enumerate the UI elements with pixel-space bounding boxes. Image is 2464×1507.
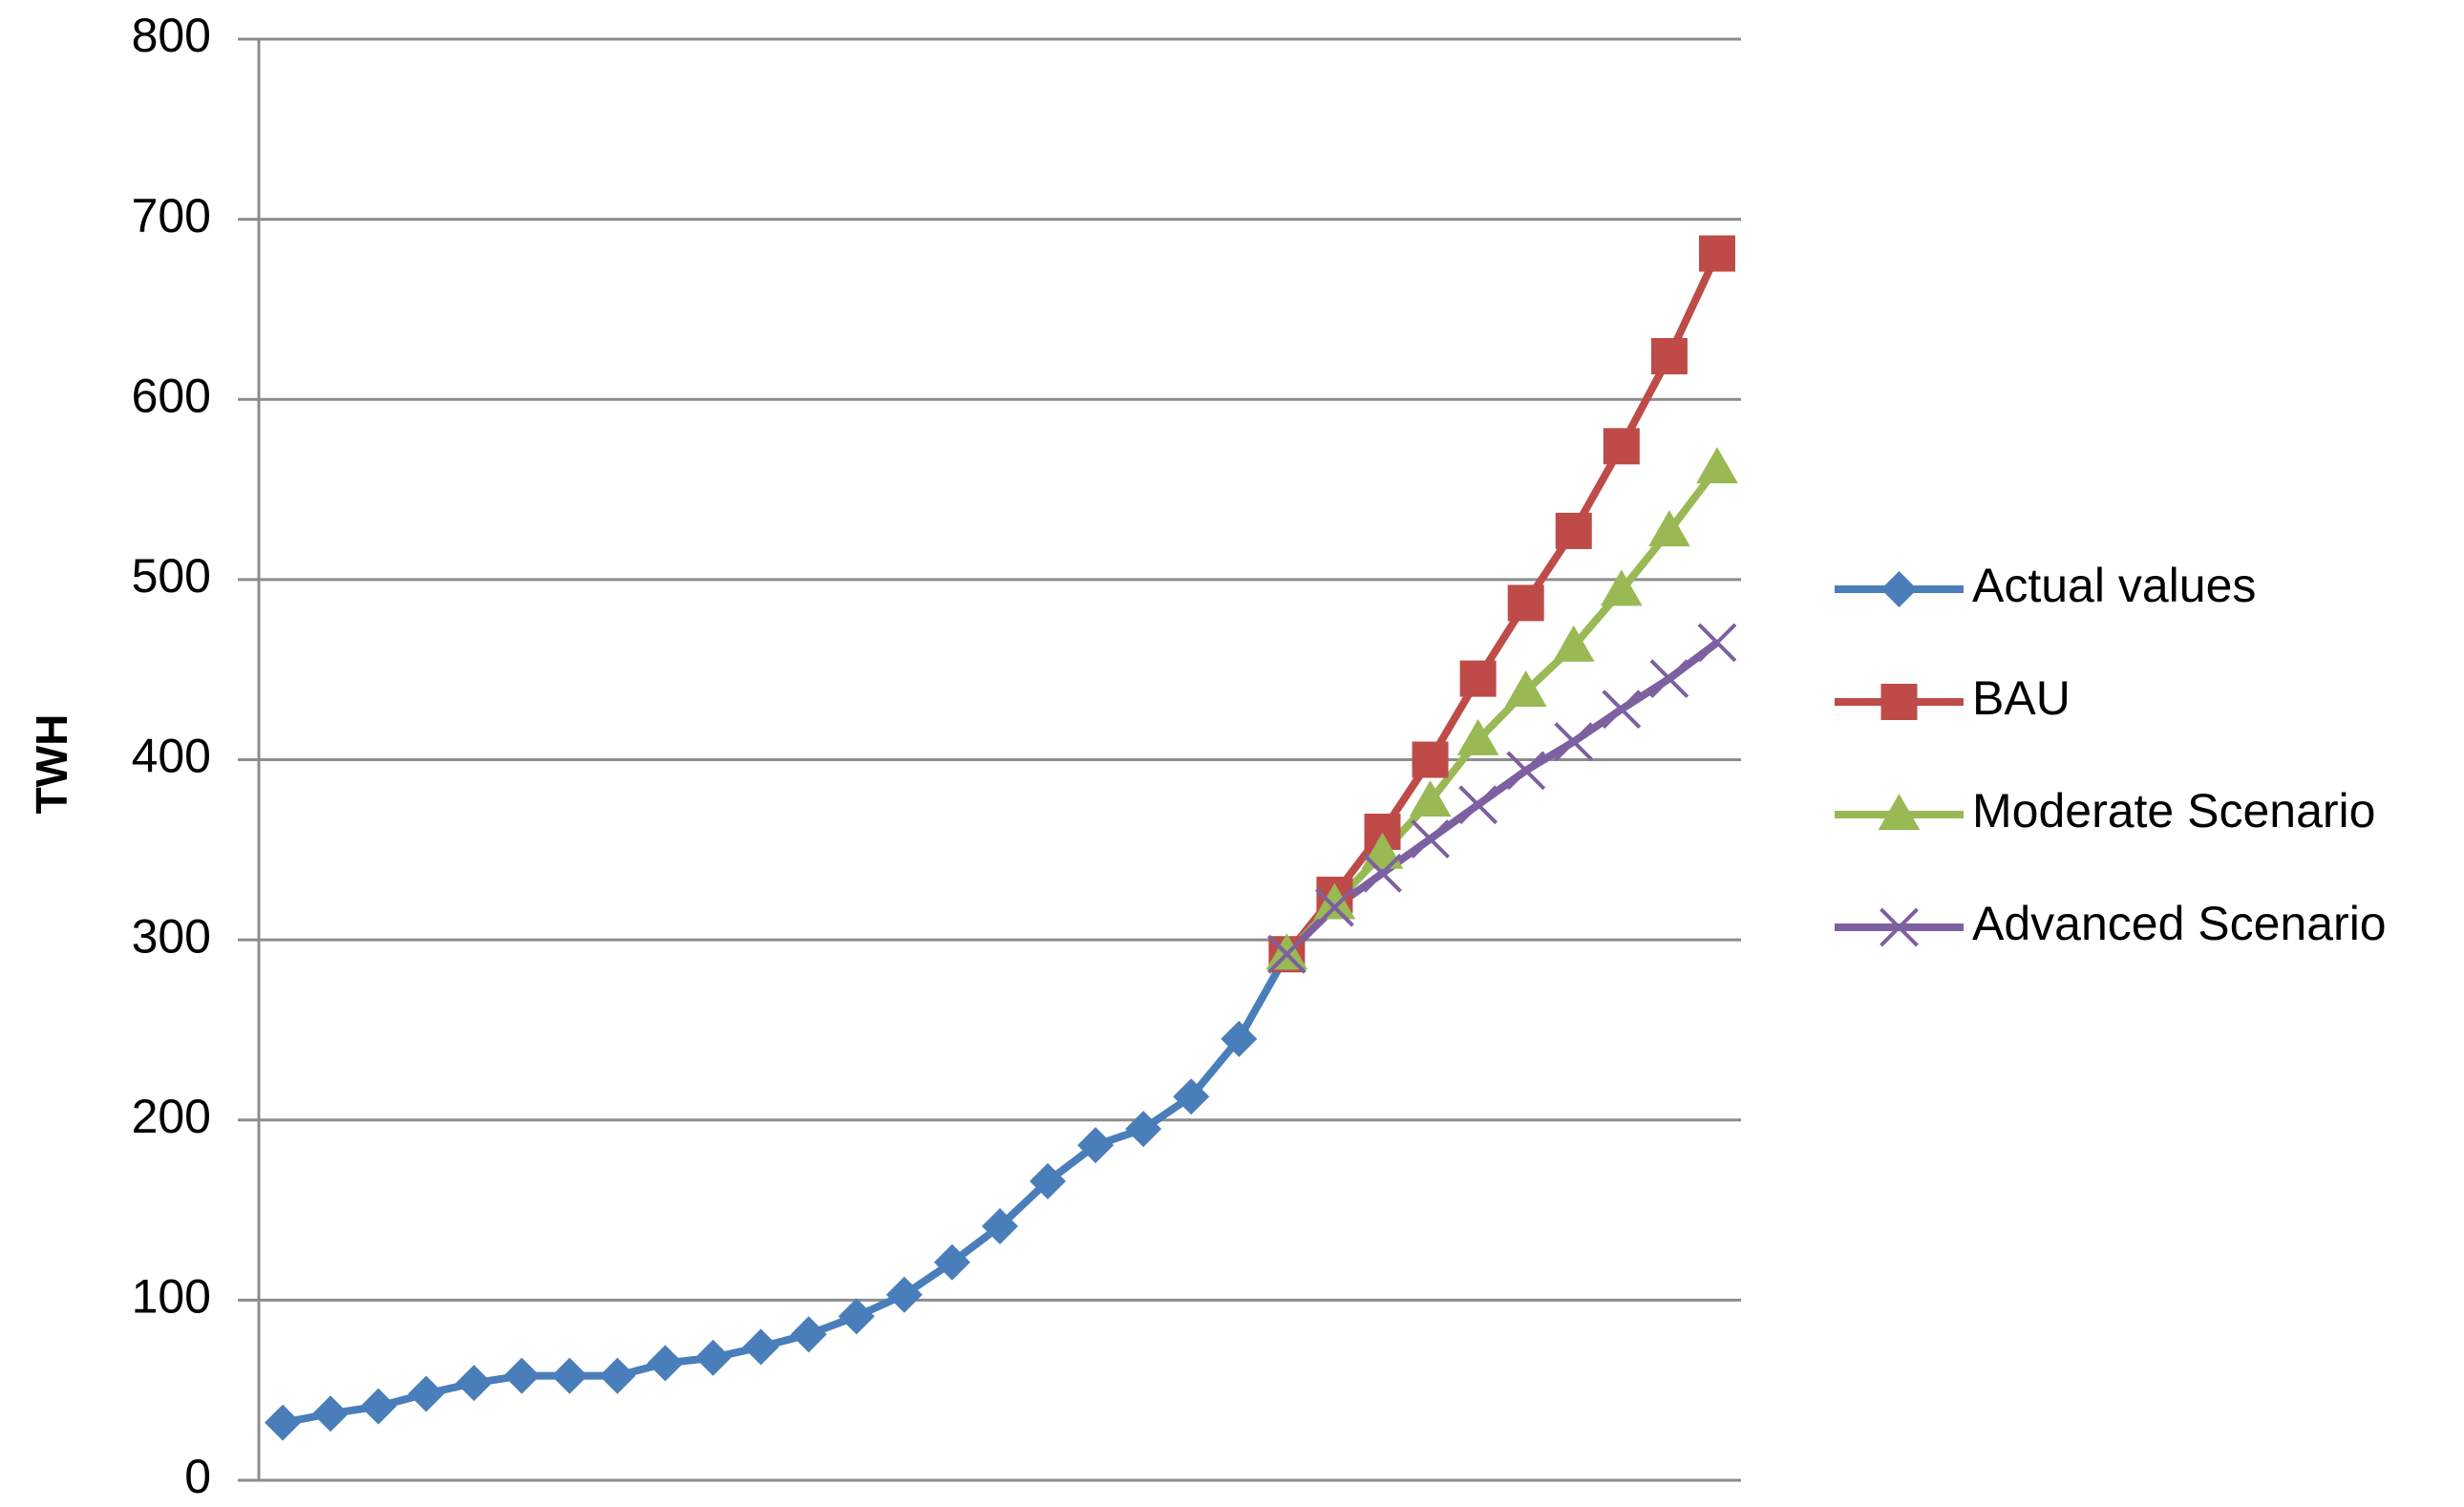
data-point xyxy=(1554,722,1594,762)
data-point xyxy=(1030,1162,1067,1199)
data-point xyxy=(1507,584,1544,622)
y-tick-label: 300 xyxy=(132,909,211,963)
data-point xyxy=(1412,741,1449,778)
data-point xyxy=(838,1298,875,1335)
data-point xyxy=(1698,235,1735,272)
y-tick-label: 700 xyxy=(132,189,211,243)
legend-marker xyxy=(1880,571,1918,607)
data-point xyxy=(1552,625,1595,662)
legend-label: Advanced Scenario xyxy=(1972,897,2387,950)
data-point xyxy=(1266,934,1306,974)
data-point xyxy=(503,1357,541,1394)
series-line xyxy=(1284,251,1721,957)
data-point xyxy=(360,1388,397,1425)
data-point xyxy=(790,1316,827,1353)
data-point xyxy=(408,1375,445,1412)
data-point xyxy=(933,1243,970,1281)
data-point xyxy=(982,1208,1018,1245)
data-point xyxy=(1221,1020,1258,1057)
data-point xyxy=(1411,819,1450,859)
y-tick-label: 500 xyxy=(132,549,211,603)
data-point xyxy=(1363,853,1402,893)
data-point xyxy=(742,1328,779,1366)
data-point xyxy=(1504,669,1547,707)
data-point xyxy=(1361,832,1404,869)
data-point xyxy=(1648,510,1690,547)
data-point xyxy=(1313,882,1356,920)
data-point xyxy=(1555,512,1592,549)
series-line xyxy=(282,952,1290,1427)
y-tick-label: 200 xyxy=(132,1090,211,1143)
data-point xyxy=(1315,887,1354,927)
data-point xyxy=(1173,1078,1210,1115)
y-tick-label: 400 xyxy=(132,730,211,783)
data-point xyxy=(885,1276,923,1313)
y-tick-label: 800 xyxy=(132,9,211,62)
legend-label: Moderate Scenario xyxy=(1972,784,2375,838)
legend-label: Actual values xyxy=(1972,559,2256,612)
data-point xyxy=(1459,660,1497,697)
data-point xyxy=(1602,690,1642,730)
data-point xyxy=(551,1357,588,1394)
series-line xyxy=(1284,639,1720,958)
data-point xyxy=(456,1365,493,1402)
data-point xyxy=(1649,659,1689,699)
data-point xyxy=(1696,447,1738,484)
data-point xyxy=(1458,785,1498,825)
data-point xyxy=(1265,933,1308,970)
data-point xyxy=(1456,718,1499,755)
data-point xyxy=(1697,623,1737,663)
data-point xyxy=(1650,337,1688,374)
legend-marker xyxy=(1880,907,1919,947)
data-point xyxy=(1125,1111,1162,1148)
y-tick-label: 600 xyxy=(132,369,211,422)
legend-marker xyxy=(1878,794,1921,831)
y-axis-title: TWH xyxy=(27,714,76,815)
data-point xyxy=(1506,751,1546,791)
data-point xyxy=(647,1345,684,1382)
data-point xyxy=(1603,428,1640,465)
data-point xyxy=(1409,780,1452,817)
series-line xyxy=(1284,465,1721,957)
data-point xyxy=(694,1339,732,1376)
legend-label: BAU xyxy=(1972,671,2071,725)
data-point xyxy=(599,1357,636,1394)
y-tick-label: 100 xyxy=(132,1270,211,1324)
y-tick-label: 0 xyxy=(184,1450,211,1503)
data-point xyxy=(1077,1127,1115,1164)
data-point xyxy=(312,1395,350,1433)
data-point xyxy=(1600,569,1643,606)
data-point xyxy=(265,1404,302,1441)
legend-marker xyxy=(1880,684,1918,720)
